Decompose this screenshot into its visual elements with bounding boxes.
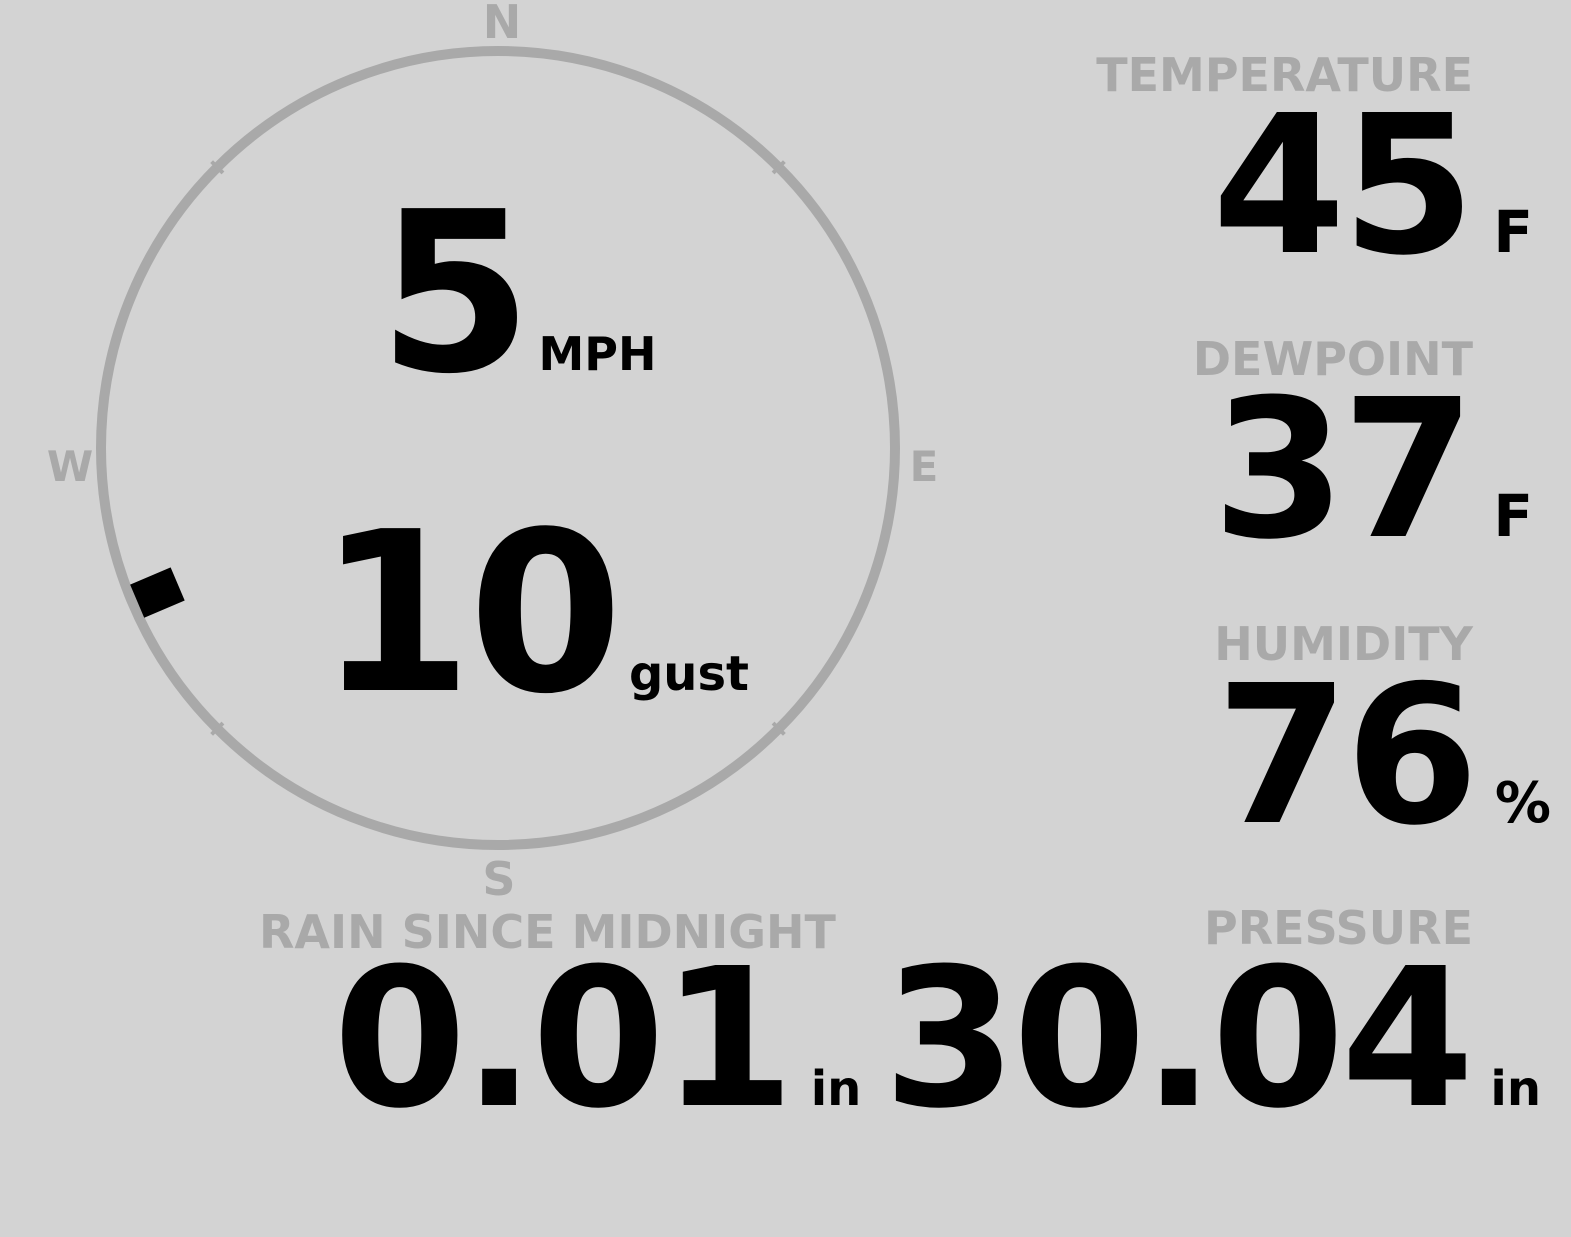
dewpoint-label: DEWPOINT: [1192, 332, 1473, 386]
dewpoint-unit: F: [1493, 482, 1533, 550]
rain-row: 0.01 in: [333, 928, 862, 1151]
compass-tick: [210, 721, 225, 736]
dewpoint-value: 37: [1212, 359, 1475, 582]
humidity-value: 76: [1215, 645, 1479, 868]
rain-unit: in: [810, 1061, 862, 1117]
wind-speed-value: 5: [378, 165, 532, 423]
humidity-unit: %: [1494, 771, 1551, 836]
pressure-unit: in: [1490, 1061, 1541, 1117]
compass-south-label: S: [482, 852, 516, 906]
compass-tick: [771, 721, 786, 736]
wind-gust-value: 10: [318, 485, 623, 743]
compass-tick: [210, 160, 225, 175]
pressure-value: 30.04: [883, 928, 1474, 1151]
pressure-label: PRESSURE: [1204, 901, 1473, 955]
humidity-label: HUMIDITY: [1214, 617, 1473, 671]
compass-east-label: E: [909, 442, 939, 491]
rain-label: RAIN SINCE MIDNIGHT: [259, 905, 836, 959]
wind-gust-label: gust: [628, 646, 749, 702]
wind-speed-unit: MPH: [538, 327, 657, 381]
dewpoint-row: 37 F: [1212, 359, 1533, 582]
temperature-label: TEMPERATURE: [1096, 48, 1473, 102]
temperature-unit: F: [1493, 198, 1533, 266]
pressure-row: 30.04 in: [883, 928, 1541, 1151]
temperature-row: 45 F: [1212, 75, 1533, 298]
temperature-value: 45: [1212, 75, 1475, 298]
rain-value: 0.01: [333, 928, 795, 1151]
compass-tick: [771, 160, 786, 175]
wind-gust-row: 10 gust: [318, 485, 749, 743]
compass-west-label: W: [46, 442, 94, 491]
humidity-row: 76 %: [1215, 645, 1551, 868]
wind-direction-marker: [130, 567, 185, 618]
wind-speed-row: 5 MPH: [378, 165, 657, 423]
compass-north-label: N: [482, 0, 522, 49]
compass-ring: [96, 46, 900, 850]
